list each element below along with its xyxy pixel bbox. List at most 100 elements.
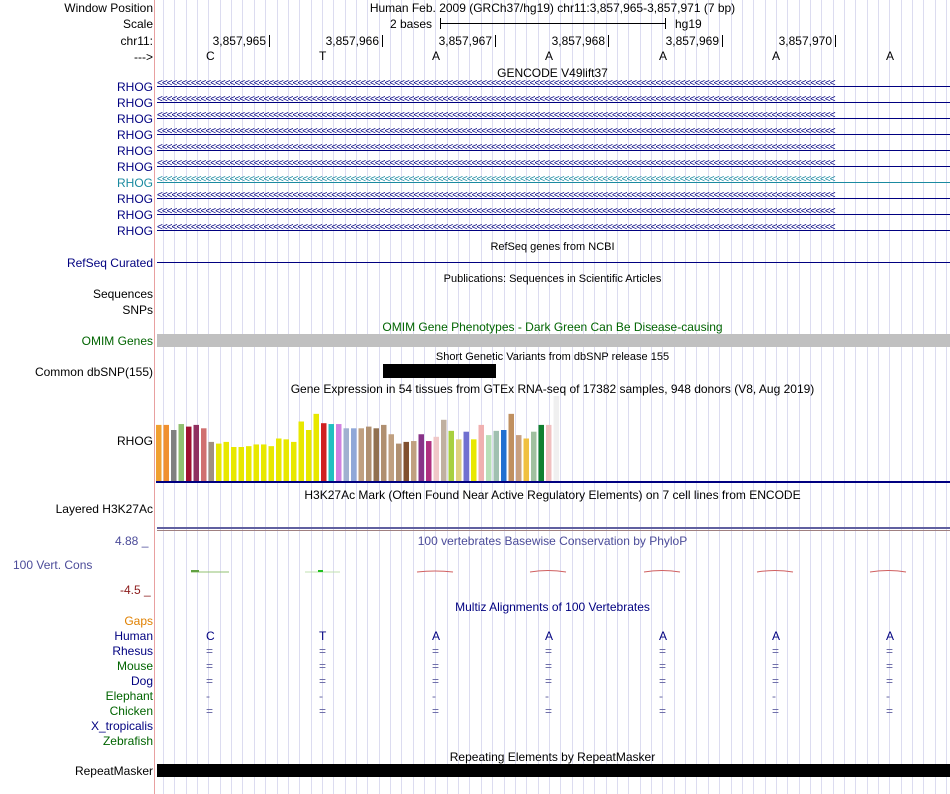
gtex-title[interactable]: Gene Expression in 54 tissues from GTEx … xyxy=(290,382,815,396)
gtex-tissue-bar[interactable] xyxy=(388,434,395,481)
gtex-tissue-bar[interactable] xyxy=(448,430,455,481)
refseq-title[interactable]: RefSeq genes from NCBI xyxy=(490,241,615,253)
gtex-tissue-bar[interactable] xyxy=(156,424,162,481)
multiz-gaps-label[interactable]: Gaps xyxy=(124,614,153,628)
gtex-tissue-bar[interactable] xyxy=(478,424,485,481)
gtex-tissue-bar[interactable] xyxy=(343,428,350,481)
gtex-tissue-bar[interactable] xyxy=(471,439,477,481)
multiz-species-label[interactable]: Human xyxy=(114,629,153,643)
gtex-tissue-bar[interactable] xyxy=(418,434,425,481)
gencode-transcript-line[interactable] xyxy=(157,118,950,119)
gencode-transcript-line[interactable] xyxy=(157,198,950,199)
gencode-transcript-line[interactable] xyxy=(157,134,950,135)
gtex-tissue-bar[interactable] xyxy=(411,441,417,481)
gencode-transcript-line[interactable] xyxy=(157,150,950,151)
gtex-tissue-bar[interactable] xyxy=(433,436,440,481)
gencode-transcript-label[interactable]: RHOG xyxy=(117,112,153,126)
gtex-tissue-bar[interactable] xyxy=(523,438,530,482)
gtex-tissue-bar[interactable] xyxy=(336,424,342,481)
publications-snps-label[interactable]: SNPs xyxy=(122,303,153,317)
multiz-species-label[interactable]: Mouse xyxy=(116,659,153,673)
gtex-tissue-bar[interactable] xyxy=(396,443,402,481)
dbsnp-variant-bar[interactable] xyxy=(383,364,496,378)
gtex-tissue-bar[interactable] xyxy=(508,413,515,481)
multiz-species-label[interactable]: Elephant xyxy=(105,689,153,703)
repeatmasker-title[interactable]: Repeating Elements by RepeatMasker xyxy=(449,750,656,764)
gtex-tissue-bar[interactable] xyxy=(501,430,507,481)
gencode-transcript-label[interactable]: RHOG xyxy=(117,96,153,110)
gencode-transcript-line[interactable] xyxy=(157,182,950,183)
omim-label[interactable]: OMIM Genes xyxy=(81,334,153,348)
gtex-tissue-bar[interactable] xyxy=(246,446,252,481)
gtex-tissue-bar[interactable] xyxy=(546,424,552,481)
phylop-title[interactable]: 100 vertebrates Basewise Conservation by… xyxy=(417,534,688,548)
gtex-tissue-bar[interactable] xyxy=(456,439,462,481)
gtex-tissue-bar[interactable] xyxy=(516,435,522,481)
gtex-tissue-bar[interactable] xyxy=(216,443,222,481)
gtex-tissue-bar[interactable] xyxy=(358,428,365,481)
multiz-species-label[interactable]: Chicken xyxy=(109,704,153,718)
h3k27ac-title[interactable]: H3K27Ac Mark (Often Found Near Active Re… xyxy=(304,488,801,502)
gtex-tissue-bar[interactable] xyxy=(553,396,560,481)
gtex-tissue-bar[interactable] xyxy=(201,428,207,481)
gencode-transcript-label[interactable]: RHOG xyxy=(117,224,153,238)
gencode-transcript-label[interactable]: RHOG xyxy=(117,208,153,222)
gtex-tissue-bar[interactable] xyxy=(381,424,387,481)
multiz-species-label[interactable]: X_tropicalis xyxy=(90,719,153,733)
phylop-label[interactable]: 100 Vert. Cons xyxy=(13,558,93,572)
repeatmasker-feature-bar[interactable] xyxy=(157,764,950,777)
gencode-transcript-line[interactable] xyxy=(157,86,950,87)
gtex-tissue-bar[interactable] xyxy=(373,428,380,481)
omim-title[interactable]: OMIM Gene Phenotypes - Dark Green Can Be… xyxy=(382,320,723,334)
gtex-tissue-bar[interactable] xyxy=(486,435,492,481)
gtex-tissue-bar[interactable] xyxy=(171,430,177,481)
multiz-title[interactable]: Multiz Alignments of 100 Vertebrates xyxy=(455,600,650,614)
refseq-label[interactable]: RefSeq Curated xyxy=(66,256,153,270)
gtex-tissue-bar[interactable] xyxy=(441,419,447,481)
gtex-tissue-bar[interactable] xyxy=(531,431,537,481)
gencode-transcript-line[interactable] xyxy=(157,102,950,103)
gtex-tissue-bar[interactable] xyxy=(178,424,185,481)
gtex-tissue-bar[interactable] xyxy=(283,439,290,481)
gtex-tissue-bar[interactable] xyxy=(463,431,470,481)
h3k27ac-label[interactable]: Layered H3K27Ac xyxy=(55,502,153,516)
gencode-transcript-label[interactable]: RHOG xyxy=(117,176,153,190)
multiz-species-label[interactable]: Zebrafish xyxy=(102,734,153,748)
gtex-tissue-bar[interactable] xyxy=(291,441,297,481)
gencode-transcript-label[interactable]: RHOG xyxy=(117,80,153,94)
gtex-tissue-bar[interactable] xyxy=(231,447,237,481)
gtex-chart[interactable] xyxy=(155,396,950,484)
gtex-tissue-bar[interactable] xyxy=(298,421,305,482)
gtex-tissue-bar[interactable] xyxy=(313,413,320,481)
gtex-tissue-bar[interactable] xyxy=(328,424,335,481)
omim-feature-bar[interactable] xyxy=(157,334,950,347)
gencode-title[interactable]: GENCODE V49lift37 xyxy=(497,66,608,80)
gtex-tissue-bar[interactable] xyxy=(253,444,260,481)
gencode-transcript-label[interactable]: RHOG xyxy=(117,192,153,206)
gtex-label[interactable]: RHOG xyxy=(117,434,153,448)
gtex-tissue-bar[interactable] xyxy=(163,424,170,481)
gtex-tissue-bar[interactable] xyxy=(306,430,312,481)
publications-title[interactable]: Publications: Sequences in Scientific Ar… xyxy=(443,273,662,285)
refseq-feature-line[interactable] xyxy=(157,262,950,263)
gtex-tissue-bar[interactable] xyxy=(366,426,372,481)
gencode-transcript-line[interactable] xyxy=(157,214,950,215)
dbsnp-label[interactable]: Common dbSNP(155) xyxy=(34,365,153,379)
gtex-tissue-bar[interactable] xyxy=(268,446,275,481)
gtex-tissue-bar[interactable] xyxy=(351,428,357,481)
repeatmasker-label[interactable]: RepeatMasker xyxy=(74,764,153,778)
gencode-transcript-label[interactable]: RHOG xyxy=(117,144,153,158)
multiz-species-label[interactable]: Dog xyxy=(130,674,153,688)
gtex-tissue-bar[interactable] xyxy=(493,430,500,481)
gencode-transcript-label[interactable]: RHOG xyxy=(117,160,153,174)
gtex-tissue-bar[interactable] xyxy=(208,441,215,481)
gencode-transcript-line[interactable] xyxy=(157,230,950,231)
gtex-tissue-bar[interactable] xyxy=(261,444,267,481)
gtex-tissue-bar[interactable] xyxy=(426,441,432,481)
gtex-tissue-bar[interactable] xyxy=(186,426,192,481)
gtex-tissue-bar[interactable] xyxy=(276,438,282,482)
publications-sequences-label[interactable]: Sequences xyxy=(92,287,153,301)
gencode-transcript-line[interactable] xyxy=(157,166,950,167)
multiz-species-label[interactable]: Rhesus xyxy=(112,644,153,658)
gtex-tissue-bar[interactable] xyxy=(321,423,327,481)
